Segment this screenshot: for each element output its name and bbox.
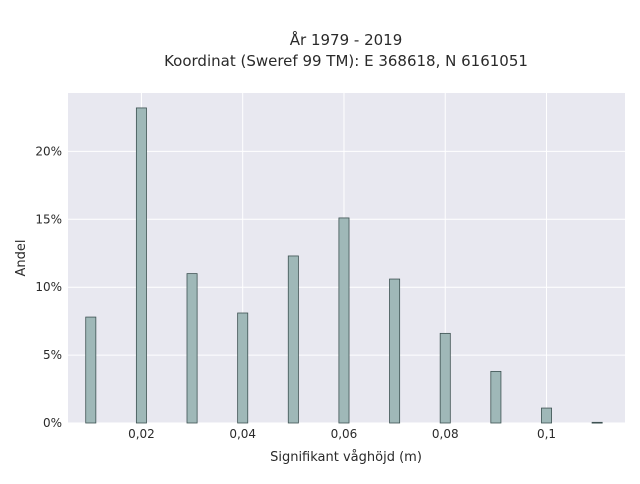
bars xyxy=(85,107,603,424)
y-tick-label: 10% xyxy=(35,280,62,294)
bar xyxy=(186,273,198,424)
y-tick-label: 15% xyxy=(35,212,62,226)
x-tick-labels: 0,02 0,04 0,06 0,08 0,1 xyxy=(128,427,556,441)
bar xyxy=(541,407,552,424)
chart-title-line1: År 1979 - 2019 xyxy=(290,30,403,49)
x-tick-label: 0,06 xyxy=(331,427,358,441)
bar xyxy=(389,278,401,424)
bar xyxy=(591,421,603,424)
y-axis-label: Andel xyxy=(14,240,29,277)
bar xyxy=(237,312,249,424)
x-axis-label: Signifikant våghöjd (m) xyxy=(270,450,422,465)
bar xyxy=(85,316,97,424)
y-tick-label: 0% xyxy=(43,416,62,430)
bar xyxy=(338,217,350,424)
x-tick-label: 0,04 xyxy=(229,427,256,441)
bar xyxy=(490,370,502,424)
x-tick-label: 0,1 xyxy=(537,427,556,441)
y-tick-labels: 0% 5% 10% 15% 20% xyxy=(35,144,62,430)
bar xyxy=(135,107,147,424)
bar xyxy=(439,332,451,424)
chart-title-line2: Koordinat (Sweref 99 TM): E 368618, N 61… xyxy=(164,52,528,70)
y-tick-label: 5% xyxy=(43,348,62,362)
y-tick-label: 20% xyxy=(35,144,62,158)
x-tick-label: 0,08 xyxy=(432,427,459,441)
bar xyxy=(287,255,299,424)
x-tick-label: 0,02 xyxy=(128,427,155,441)
